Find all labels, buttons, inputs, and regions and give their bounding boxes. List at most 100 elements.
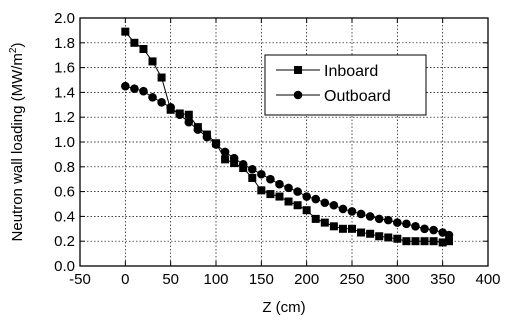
- data-point-outboard: [184, 117, 194, 127]
- data-point-outboard: [393, 218, 402, 227]
- data-point-inboard: [257, 186, 266, 195]
- data-point-inboard: [130, 38, 139, 47]
- y-tick-label: 0.2: [54, 233, 75, 250]
- y-tick-label: 1.0: [54, 134, 75, 151]
- x-tick-label: 100: [203, 271, 228, 288]
- data-point-inboard: [230, 159, 239, 168]
- data-point-inboard: [248, 173, 257, 182]
- data-point-inboard: [393, 234, 402, 243]
- data-point-outboard: [444, 230, 454, 240]
- x-tick-label: 350: [430, 271, 455, 288]
- data-point-inboard: [384, 233, 393, 242]
- data-point-inboard: [445, 237, 454, 246]
- data-point-outboard: [365, 212, 375, 221]
- data-point-inboard: [275, 192, 284, 201]
- data-point-outboard: [148, 93, 157, 102]
- data-point-inboard: [284, 197, 293, 206]
- data-point-outboard: [293, 187, 302, 196]
- data-point-inboard: [357, 228, 366, 237]
- grid: [80, 18, 488, 266]
- data-point-outboard: [411, 222, 420, 231]
- data-point-outboard: [284, 183, 293, 193]
- data-point-outboard: [329, 200, 339, 210]
- data-point-outboard: [338, 204, 348, 214]
- series-outboard: [121, 81, 454, 240]
- legend-label-outboard: Outboard: [324, 88, 391, 105]
- data-point-outboard: [383, 215, 393, 225]
- data-point-outboard: [266, 174, 275, 184]
- y-tick-label: 0.4: [54, 208, 75, 225]
- y-tick-label: 0.8: [54, 159, 75, 176]
- y-tick-label: 2.0: [54, 10, 75, 27]
- y-tick-label: 0.6: [54, 184, 75, 201]
- data-point-inboard: [184, 110, 193, 119]
- data-point-outboard: [302, 192, 311, 201]
- data-point-outboard: [166, 102, 175, 112]
- data-point-inboard: [411, 237, 420, 246]
- x-tick-label: 200: [294, 271, 319, 288]
- data-point-outboard: [402, 219, 411, 229]
- tick-labels: -50 0 50 100 150 200 250 300 350 400 0.0 0.2 0.4 0.6 0…: [54, 10, 500, 288]
- legend-marker-inboard: [294, 66, 302, 74]
- data-point-outboard: [320, 198, 330, 208]
- y-axis-title-suffix: ): [9, 43, 26, 48]
- data-point-inboard: [366, 229, 375, 238]
- x-tick-label: 50: [162, 271, 179, 288]
- y-axis-title: Neutron wall loading (MW/m2): [8, 43, 26, 242]
- data-point-outboard: [275, 179, 284, 189]
- data-point-inboard: [139, 45, 148, 53]
- data-point-outboard: [175, 110, 185, 120]
- data-point-inboard: [293, 201, 302, 210]
- data-point-inboard: [375, 232, 384, 241]
- axis-ticks: [79, 17, 489, 267]
- data-point-outboard: [247, 164, 257, 174]
- data-point-inboard: [302, 206, 311, 215]
- data-point-inboard: [348, 224, 356, 233]
- data-point-outboard: [202, 132, 212, 142]
- y-tick-label: 1.8: [54, 35, 75, 52]
- x-tick-label: 300: [385, 271, 410, 288]
- data-point-inboard: [429, 237, 438, 246]
- y-tick-label: 0.0: [54, 258, 75, 275]
- data-point-outboard: [121, 81, 130, 91]
- data-point-outboard: [229, 153, 239, 163]
- y-axis-title-superscript: 2: [8, 47, 19, 53]
- data-point-inboard: [320, 218, 329, 227]
- series-layer: [121, 27, 454, 247]
- y-tick-label: 1.6: [54, 60, 75, 77]
- data-point-outboard: [238, 160, 248, 169]
- x-tick-label: -50: [69, 271, 91, 288]
- x-axis-title: Z (cm): [262, 299, 305, 316]
- data-point-inboard: [329, 222, 338, 231]
- data-point-inboard: [157, 73, 166, 82]
- data-point-outboard: [257, 169, 266, 179]
- y-tick-label: 1.4: [54, 84, 75, 101]
- data-point-outboard: [311, 194, 321, 204]
- data-point-outboard: [193, 125, 203, 134]
- data-point-inboard: [266, 190, 275, 199]
- data-point-outboard: [420, 224, 429, 234]
- x-tick-label: 400: [475, 271, 500, 288]
- y-axis-title-main: Neutron wall loading (MW/m: [9, 53, 26, 241]
- y-tick-label: 1.2: [54, 109, 75, 126]
- legend-label-inboard: Inboard: [324, 63, 378, 80]
- x-tick-label: 250: [339, 271, 364, 288]
- x-tick-label: 150: [249, 271, 274, 288]
- legend-marker-outboard: [293, 90, 303, 100]
- data-point-outboard: [157, 98, 166, 107]
- x-tick-label: 0: [121, 271, 129, 288]
- legend-box: [264, 54, 427, 116]
- data-point-inboard: [420, 237, 429, 246]
- data-point-outboard: [374, 214, 384, 224]
- data-point-outboard: [220, 147, 230, 157]
- data-point-outboard: [139, 86, 148, 96]
- data-point-inboard: [221, 155, 230, 164]
- data-point-inboard: [311, 214, 320, 223]
- data-point-outboard: [356, 209, 366, 219]
- data-point-inboard: [438, 238, 447, 247]
- data-point-inboard: [148, 57, 157, 66]
- data-point-outboard: [347, 207, 357, 216]
- data-point-outboard: [130, 84, 139, 93]
